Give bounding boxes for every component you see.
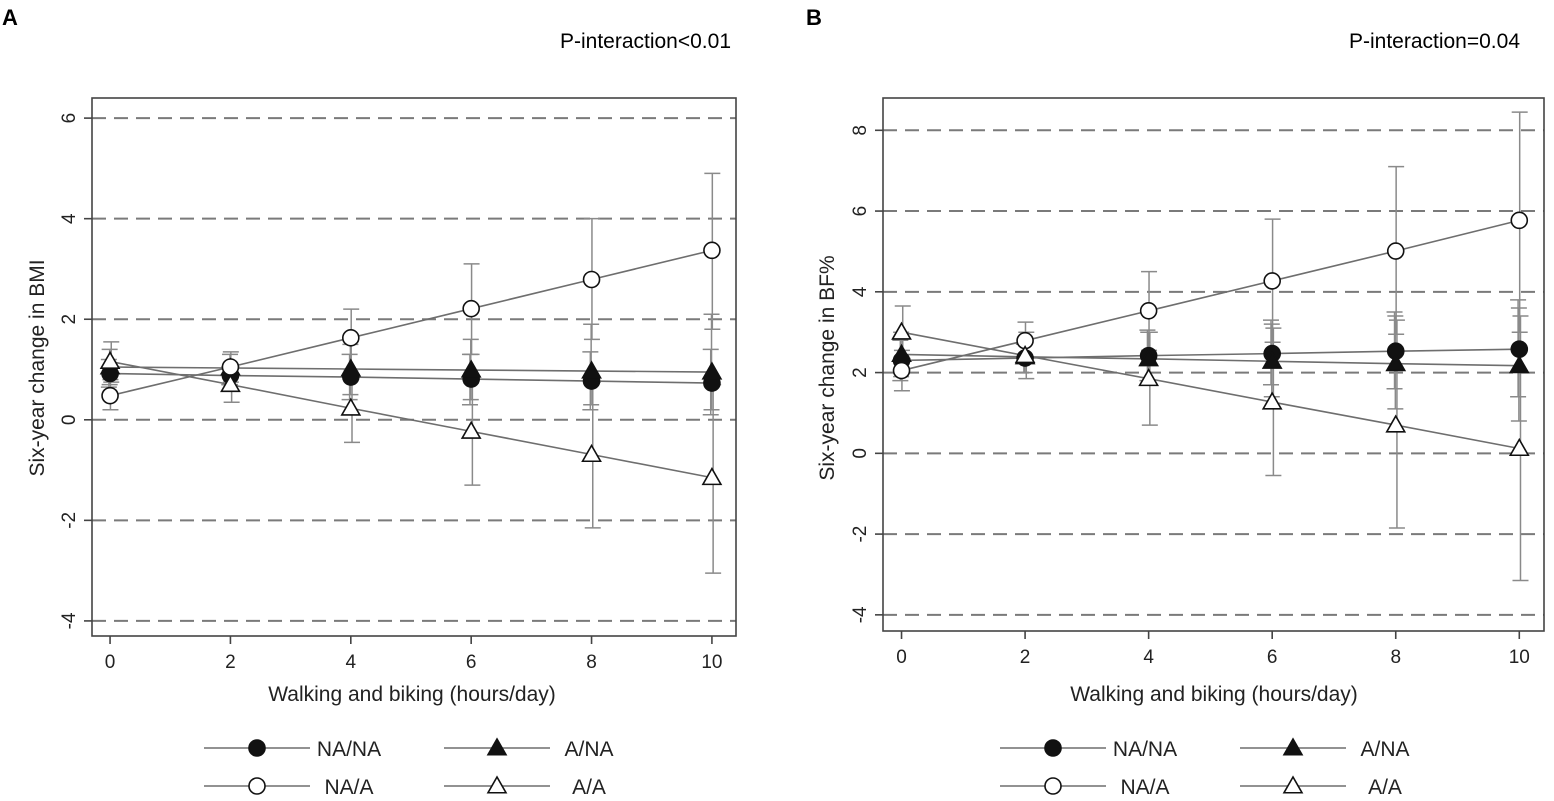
panel-a-letter: A (2, 5, 18, 30)
panel-a-annotation: P-interaction<0.01 (560, 30, 731, 53)
panel-a-series-a-a-point (460, 420, 482, 439)
panel-a-legend-a-a-label: A/A (572, 776, 606, 799)
panel-b-letter: B (806, 5, 822, 30)
panel-a-legend-a-a-swatch-marker (486, 775, 508, 794)
panel-a-legend-na-a-label: NA/A (324, 776, 373, 799)
panel-a-series-na-a-point (582, 270, 601, 289)
panel-b-series-a-a-point (1385, 414, 1407, 433)
panel-a-x-tick-label: 0 (105, 652, 116, 673)
panel-a-series-a-na-point (460, 359, 482, 378)
panel-a-legend-na-na-label: NA/NA (317, 738, 381, 761)
panel-a-series-na-a-point (342, 329, 360, 347)
panel-b-series-na-na-line (901, 348, 1520, 362)
panel-a-x-axis-title: Walking and biking (hours/day) (268, 683, 556, 706)
panel-a-x-tick-label: 8 (586, 652, 597, 673)
panel-b-y-tick-label: 6 (850, 206, 871, 217)
panel-a-legend-na-na-swatch-marker (248, 739, 266, 757)
panel-a-x-tick-label: 6 (466, 652, 477, 673)
panel-b-legend-a-a-label: A/A (1368, 776, 1402, 799)
panel-a-y-axis-title: Six-year change in BMI (26, 259, 49, 476)
panel-a-x-tick-label: 2 (225, 652, 236, 673)
panel-b-series-na-a-point (1139, 301, 1158, 320)
panel-b-y-tick-label: -2 (850, 526, 871, 543)
panel-b-series-a-na-point (1508, 355, 1530, 374)
panel-b-x-tick-label: 8 (1390, 647, 1401, 668)
panel-b-series-a-a-line (901, 331, 1520, 450)
panel-b-legend-na-na-swatch-marker (1044, 739, 1062, 757)
panel-b-legend-a-na-swatch-marker (1282, 737, 1304, 756)
panel-a-legend-a-na-swatch-marker (486, 737, 508, 756)
panel-b-plot-frame (882, 97, 1545, 632)
panel-a-series-na-a-point (703, 241, 721, 260)
panel-b-series-na-a-point (892, 361, 911, 380)
panel-b-series-na-a-point (1263, 272, 1281, 290)
panel-b: B P-interaction=0.04 -4 -2 0 2 4 6 8 0 2 4 6 8 10 Wa… (806, 5, 1545, 799)
panel-b-series-a-na-point (891, 343, 912, 362)
panel-b-x-tick-label: 4 (1143, 647, 1154, 668)
panel-b-x-tick-label: 10 (1509, 647, 1530, 668)
panel-b-x-tick-label: 2 (1020, 647, 1031, 668)
panel-b-legend-na-a-swatch-marker (1044, 777, 1062, 795)
panel-a-legend: NA/NA A/NA NA/A A/A (204, 737, 614, 799)
panel-a-series-a-na-point (340, 358, 362, 377)
panel-b-legend: NA/NA A/NA NA/A A/A (1000, 737, 1410, 799)
panel-b-x-axis-title: Walking and biking (hours/day) (1070, 683, 1358, 706)
panel-b-y-tick-label: 2 (850, 367, 871, 378)
panel-a-series-a-na-line (110, 366, 712, 373)
panel-a-x-tick-label: 10 (701, 652, 722, 673)
panel-b-series-na-a-point (1510, 211, 1529, 230)
panel-b-series-na-a-point (1386, 242, 1405, 260)
panel-b-plot: -4 -2 0 2 4 6 8 0 2 4 6 8 10 (850, 97, 1545, 668)
panel-b-legend-na-a-label: NA/A (1120, 776, 1169, 799)
panel-b-legend-na-na-label: NA/NA (1113, 738, 1177, 761)
panel-a-legend-a-na-label: A/NA (564, 738, 613, 761)
panel-a-series-a-a-point (340, 397, 362, 416)
panel-b-y-tick-label: 4 (850, 286, 871, 297)
panel-a-series-a-na-point (581, 360, 602, 379)
panel-a-y-tick-label: -2 (59, 512, 80, 529)
panel-b-series-a-na-point (1385, 353, 1407, 372)
panel-a-plot-frame (91, 97, 737, 637)
panel-a-x-tick-label: 4 (346, 652, 357, 673)
panel-a-series-na-a-point (101, 386, 119, 405)
panel-b-y-tick-label: 8 (850, 125, 871, 136)
panel-b-series-a-a-point (1261, 391, 1283, 410)
panel-a-series-a-na-point (701, 361, 723, 380)
panel-b-series-a-a-point (1508, 437, 1530, 457)
panel-a-y-tick-label: -4 (59, 612, 80, 629)
panel-a-legend-na-a-swatch-marker (248, 777, 266, 795)
panel-b-series-na-na-point (1510, 340, 1529, 358)
panel-b-annotation: P-interaction=0.04 (1349, 30, 1520, 53)
panel-b-series-na-a-line (901, 219, 1520, 372)
panel-a-series-a-a-line (109, 360, 713, 479)
panel-b-legend-a-na-label: A/NA (1360, 738, 1409, 761)
panel-a-y-tick-label: 4 (59, 213, 80, 224)
panel-b-series-a-a-point (891, 321, 912, 340)
panel-b-series-a-a-point (1138, 368, 1160, 387)
panel-b-legend-a-a-swatch-marker (1282, 775, 1304, 794)
panel-b-x-tick-label: 0 (896, 647, 907, 668)
panel-b-series-a-a-point (1014, 345, 1036, 364)
panel-a-series-a-a-point (581, 443, 602, 463)
panel-a-series-na-na-line (110, 372, 712, 384)
panel-a-series-a-a-point (701, 467, 723, 486)
panel-b-x-tick-label: 6 (1267, 647, 1278, 668)
panel-a-series-a-a-point (99, 350, 121, 370)
panel-a-y-tick-label: 6 (59, 113, 80, 124)
panel-a-y-tick-label: 2 (59, 314, 80, 325)
panel-a-series-na-a-point (221, 358, 240, 376)
panel-b-y-tick-label: -4 (850, 606, 871, 623)
panel-a-series-na-a-point (462, 299, 480, 318)
panel-a-plot: -4 -2 0 2 4 6 0 2 4 6 8 10 (59, 97, 737, 673)
panel-a-series-a-a-point (220, 373, 241, 393)
panel-b-y-tick-label: 0 (850, 448, 871, 459)
panel-b-series-a-na-line (901, 353, 1520, 367)
panel-a-y-tick-label: 0 (59, 415, 80, 426)
panel-b-y-axis-title: Six-year change in BF% (816, 255, 839, 480)
panel-b-series-a-na-point (1261, 350, 1283, 369)
panel-a-series-na-a-line (109, 249, 713, 397)
panel-a: A P-interaction<0.01 -4 -2 0 2 4 6 0 2 4 6 8 10 Wal… (2, 5, 737, 799)
panel-b-series-a-na-point (1138, 348, 1160, 367)
